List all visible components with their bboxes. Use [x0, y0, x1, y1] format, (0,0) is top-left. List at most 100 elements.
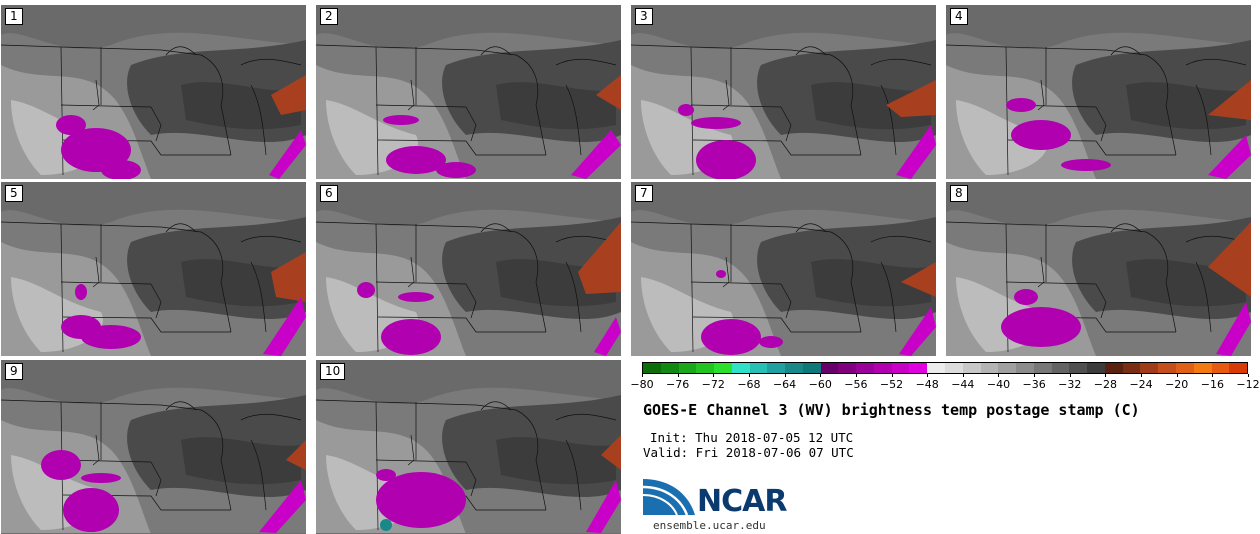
colorbar — [642, 362, 1248, 374]
colorbar-tick-label: −28 — [1093, 378, 1118, 391]
colorbar-swatch — [856, 363, 874, 373]
colorbar-swatch — [1175, 363, 1194, 373]
colorbar-swatch — [1193, 363, 1212, 373]
colorbar-swatch — [1211, 363, 1230, 373]
panel-label: 10 — [320, 363, 346, 380]
colorbar-tick-label: −68 — [737, 378, 761, 391]
colorbar-tick-label: −12 — [1236, 378, 1260, 391]
colorbar-tick-label: −52 — [879, 378, 904, 391]
colorbar-swatch — [749, 363, 768, 373]
colorbar-tick-label: −80 — [630, 378, 654, 391]
colorbar-swatch — [1158, 363, 1176, 373]
colorbar-tick-label: −40 — [986, 378, 1011, 391]
colorbar-tick-label: −44 — [951, 378, 975, 391]
colorbar-swatch — [873, 363, 892, 373]
map-panel-5: 5 — [1, 182, 306, 356]
colorbar-tick-label: −60 — [808, 378, 832, 391]
wv-map-4 — [946, 5, 1251, 179]
colorbar-tick-mark — [1176, 374, 1178, 377]
colorbar-tick-mark — [642, 374, 643, 377]
panel-label: 6 — [320, 185, 338, 202]
colorbar-swatch — [1104, 363, 1123, 373]
colorbar-tick-mark — [891, 374, 893, 377]
colorbar-swatch — [802, 363, 821, 373]
colorbar-swatch — [660, 363, 679, 373]
panel-label: 1 — [5, 8, 23, 25]
colorbar-tick-label: −20 — [1165, 378, 1189, 391]
colorbar-tick-mark — [1034, 374, 1036, 377]
ncar-logo-icon — [643, 479, 695, 516]
map-panel-1: 1 — [1, 5, 306, 179]
map-panel-3: 3 — [631, 5, 936, 179]
colorbar-swatch — [980, 363, 999, 373]
colorbar-swatch — [891, 363, 910, 373]
wv-map-9 — [1, 360, 306, 533]
colorbar-tick-label: −48 — [915, 378, 939, 391]
colorbar-tick-mark — [748, 374, 750, 377]
colorbar-swatch — [731, 363, 750, 373]
figure-title: GOES-E Channel 3 (WV) brightness temp po… — [643, 401, 1140, 419]
map-panel-10: 10 — [316, 360, 621, 534]
colorbar-tick-mark — [1212, 374, 1214, 377]
wv-map-6 — [316, 182, 621, 356]
init-time: Init: Thu 2018-07-05 12 UTC — [650, 430, 854, 445]
map-panel-2: 2 — [316, 5, 621, 179]
colorbar-tick-mark — [713, 374, 715, 377]
colorbar-tick-mark — [1069, 374, 1071, 377]
colorbar-swatch — [909, 363, 928, 373]
logo-url: ensemble.ucar.edu — [653, 519, 766, 532]
wv-map-7 — [631, 182, 936, 356]
colorbar-tick-mark — [820, 374, 822, 377]
map-panel-6: 6 — [316, 182, 621, 356]
wv-map-3 — [631, 5, 936, 179]
colorbar-swatch — [927, 363, 946, 373]
colorbar-swatch — [696, 363, 715, 373]
colorbar-tick-label: −32 — [1058, 378, 1082, 391]
map-panel-9: 9 — [1, 360, 306, 534]
colorbar-swatch — [1087, 363, 1105, 373]
colorbar-tick-label: −64 — [772, 378, 797, 391]
wv-map-10 — [316, 360, 621, 533]
colorbar-swatch — [998, 363, 1017, 373]
colorbar-swatch — [678, 363, 697, 373]
map-panel-4: 4 — [946, 5, 1251, 179]
colorbar-tick-mark — [1248, 374, 1249, 377]
colorbar-tick-label: −76 — [666, 378, 690, 391]
colorbar-swatch — [785, 363, 803, 373]
colorbar-tick-mark — [784, 374, 786, 377]
colorbar-tick-label: −56 — [844, 378, 868, 391]
colorbar-swatch — [820, 363, 839, 373]
panel-label: 9 — [5, 363, 23, 380]
colorbar-swatch — [1016, 363, 1034, 373]
colorbar-swatch — [838, 363, 857, 373]
colorbar-tick-mark — [1141, 374, 1143, 377]
colorbar-swatch — [1122, 363, 1141, 373]
map-panel-7: 7 — [631, 182, 936, 356]
colorbar-swatch — [767, 363, 786, 373]
colorbar-swatch — [1069, 363, 1088, 373]
map-panel-8: 8 — [946, 182, 1251, 356]
colorbar-tick-mark — [677, 374, 679, 377]
colorbar-tick-mark — [855, 374, 857, 377]
colorbar-swatch — [1051, 363, 1070, 373]
panel-label: 8 — [950, 185, 968, 202]
valid-time: Valid: Fri 2018-07-06 07 UTC — [643, 445, 854, 460]
colorbar-swatch — [962, 363, 981, 373]
colorbar-swatch — [1140, 363, 1159, 373]
colorbar-swatch — [1033, 363, 1052, 373]
colorbar-tick-mark — [962, 374, 964, 377]
colorbar-swatch — [714, 363, 732, 373]
wv-map-2 — [316, 5, 621, 179]
colorbar-tick-label: −72 — [701, 378, 725, 391]
panel-label: 5 — [5, 185, 23, 202]
colorbar-tick-mark — [1105, 374, 1107, 377]
ncar-logo-text: NCAR — [697, 484, 787, 519]
wv-map-5 — [1, 182, 306, 356]
colorbar-swatch — [945, 363, 963, 373]
colorbar-tick-mark — [927, 374, 929, 377]
colorbar-tick-mark — [998, 374, 1000, 377]
panel-label: 3 — [635, 8, 653, 25]
wv-map-1 — [1, 5, 306, 179]
panel-label: 7 — [635, 185, 653, 202]
colorbar-swatch — [643, 363, 661, 373]
